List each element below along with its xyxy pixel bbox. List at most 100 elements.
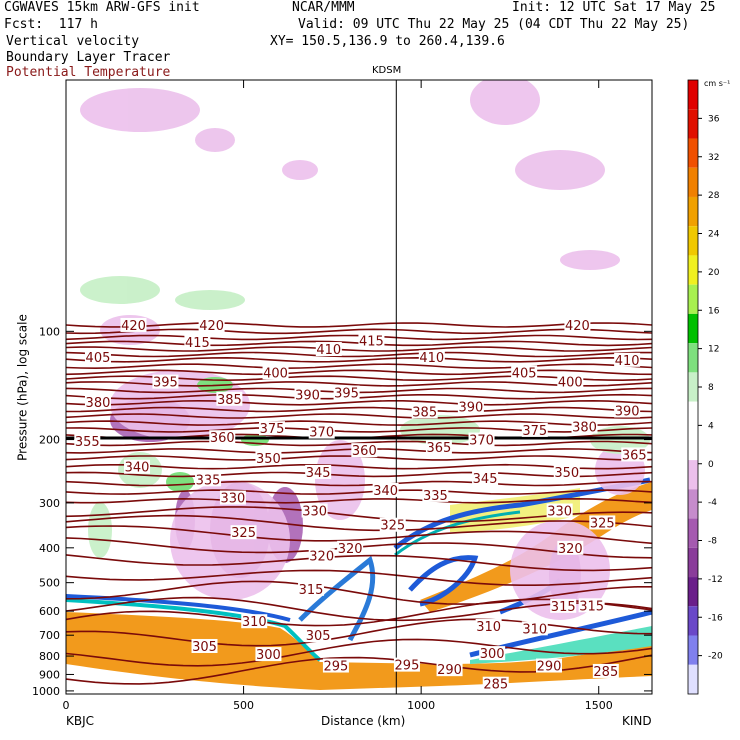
theta-label: 410 bbox=[316, 343, 341, 358]
theta-label: 310 bbox=[522, 622, 547, 637]
theta-label-bg bbox=[241, 614, 268, 629]
right-endpoint-label: KIND bbox=[622, 714, 652, 728]
colorbar-swatch bbox=[688, 606, 698, 636]
theta-label: 295 bbox=[395, 659, 420, 674]
colorbar-swatch bbox=[688, 460, 698, 490]
theta-label-bg bbox=[209, 430, 236, 445]
colorbar-tick-label: 4 bbox=[708, 421, 714, 431]
y-tick-label: 1000 bbox=[32, 685, 60, 698]
theta-label: 335 bbox=[423, 489, 448, 504]
theta-label: 350 bbox=[256, 452, 281, 467]
theta-contour bbox=[66, 514, 652, 532]
theta-label-bg bbox=[294, 387, 321, 402]
theta-label: 335 bbox=[196, 473, 221, 488]
theta-label-bg bbox=[621, 447, 648, 462]
model-title: CGWAVES 15km ARW-GFS init bbox=[4, 0, 200, 15]
theta-label: 285 bbox=[593, 665, 618, 680]
colorbar-swatch bbox=[688, 284, 698, 314]
field-boundary-tracer: Boundary Layer Tracer bbox=[6, 50, 171, 65]
colorbar-tick-label: 36 bbox=[708, 114, 720, 124]
theta-label: 420 bbox=[199, 319, 224, 334]
y-tick-label: 400 bbox=[39, 542, 60, 555]
theta-contour bbox=[66, 554, 652, 572]
theta-label: 400 bbox=[263, 366, 288, 381]
theta-contour bbox=[66, 346, 652, 352]
theta-label: 285 bbox=[483, 678, 508, 693]
theta-label: 315 bbox=[579, 599, 604, 614]
colorbar-swatch bbox=[688, 255, 698, 285]
theta-contour bbox=[66, 580, 652, 605]
theta-label-bg bbox=[589, 515, 616, 530]
colorbar-tick-label: -8 bbox=[708, 537, 717, 547]
theta-contour bbox=[66, 525, 652, 545]
theta-label: 375 bbox=[260, 422, 285, 437]
theta-contour bbox=[66, 569, 652, 586]
colorbar-swatch bbox=[688, 313, 698, 344]
theta-label: 395 bbox=[153, 376, 178, 391]
theta-contour bbox=[66, 427, 652, 433]
field-vertical-velocity: Vertical velocity bbox=[6, 34, 140, 49]
theta-label-bg bbox=[475, 619, 502, 634]
y-tick-label: 100 bbox=[39, 325, 60, 338]
theta-label: 290 bbox=[437, 663, 462, 678]
theta-label: 400 bbox=[558, 376, 583, 391]
theta-contour bbox=[66, 399, 652, 406]
theta-contour bbox=[66, 638, 652, 667]
theta-label: 385 bbox=[217, 393, 242, 408]
theta-label: 330 bbox=[547, 505, 572, 520]
org-label: NCAR/MMM bbox=[292, 0, 355, 15]
theta-label-bg bbox=[301, 503, 328, 518]
theta-label-bg bbox=[546, 503, 573, 518]
theta-label-bg bbox=[411, 404, 438, 419]
theta-label: 360 bbox=[352, 444, 377, 459]
left-endpoint-label: KBJC bbox=[66, 714, 95, 728]
theta-label-bg bbox=[553, 464, 580, 479]
theta-label-bg bbox=[124, 459, 151, 474]
colorbar-tick-label: -4 bbox=[708, 498, 717, 508]
theta-label: 310 bbox=[242, 615, 267, 630]
theta-label: 320 bbox=[558, 542, 583, 557]
theta-labels: 420 405 420 415 410 415 410 420 410 395 400 405 400 3… bbox=[74, 317, 648, 693]
theta-label-bg bbox=[482, 676, 509, 691]
theta-label-bg bbox=[425, 440, 452, 455]
colorbar-swatch bbox=[688, 372, 698, 402]
field-potential-temperature: Potential Temperature bbox=[6, 65, 171, 80]
colorbar-tick-label: 32 bbox=[708, 153, 719, 163]
theta-label: 415 bbox=[185, 336, 210, 351]
theta-label: 310 bbox=[476, 620, 501, 635]
x-tick-label: 1500 bbox=[585, 699, 613, 712]
theta-label: 345 bbox=[473, 472, 498, 487]
theta-label: 370 bbox=[309, 426, 334, 441]
xy-label: XY= 150.5,136.9 to 260.4,139.6 bbox=[270, 34, 505, 49]
theta-label-bg bbox=[372, 482, 399, 497]
y-tick-label: 700 bbox=[39, 629, 60, 642]
theta-contour bbox=[66, 356, 652, 363]
theta-label: 295 bbox=[324, 660, 349, 675]
theta-label: 320 bbox=[338, 542, 363, 557]
theta-label: 340 bbox=[373, 484, 398, 499]
theta-label-bg bbox=[418, 350, 445, 365]
theta-label: 380 bbox=[572, 421, 597, 436]
colorbar-swatch bbox=[688, 80, 698, 110]
theta-label-bg bbox=[152, 374, 179, 389]
theta-label-bg bbox=[472, 471, 499, 486]
colorbar-tick-label: 24 bbox=[708, 230, 720, 240]
theta-contour bbox=[66, 351, 652, 358]
station-marker-label: KDSM bbox=[372, 65, 402, 76]
theta-label-bg bbox=[230, 525, 257, 540]
theta-contour bbox=[66, 618, 652, 647]
theta-contour bbox=[66, 413, 652, 419]
theta-label: 315 bbox=[299, 583, 324, 598]
theta-label-bg bbox=[308, 548, 335, 563]
colorbar-swatch bbox=[688, 109, 698, 139]
theta-label: 290 bbox=[537, 660, 562, 675]
colorbar-tick-label: -12 bbox=[708, 575, 723, 585]
theta-label-bg bbox=[468, 432, 495, 447]
theta-contour bbox=[66, 489, 652, 495]
fcst-label: Fcst: 117 h bbox=[4, 17, 98, 32]
theta-label-bg bbox=[422, 487, 449, 502]
boundary-layer-tracer bbox=[66, 612, 652, 690]
theta-label-bg bbox=[305, 628, 332, 643]
theta-contour bbox=[66, 328, 652, 335]
theta-contour bbox=[66, 363, 652, 370]
